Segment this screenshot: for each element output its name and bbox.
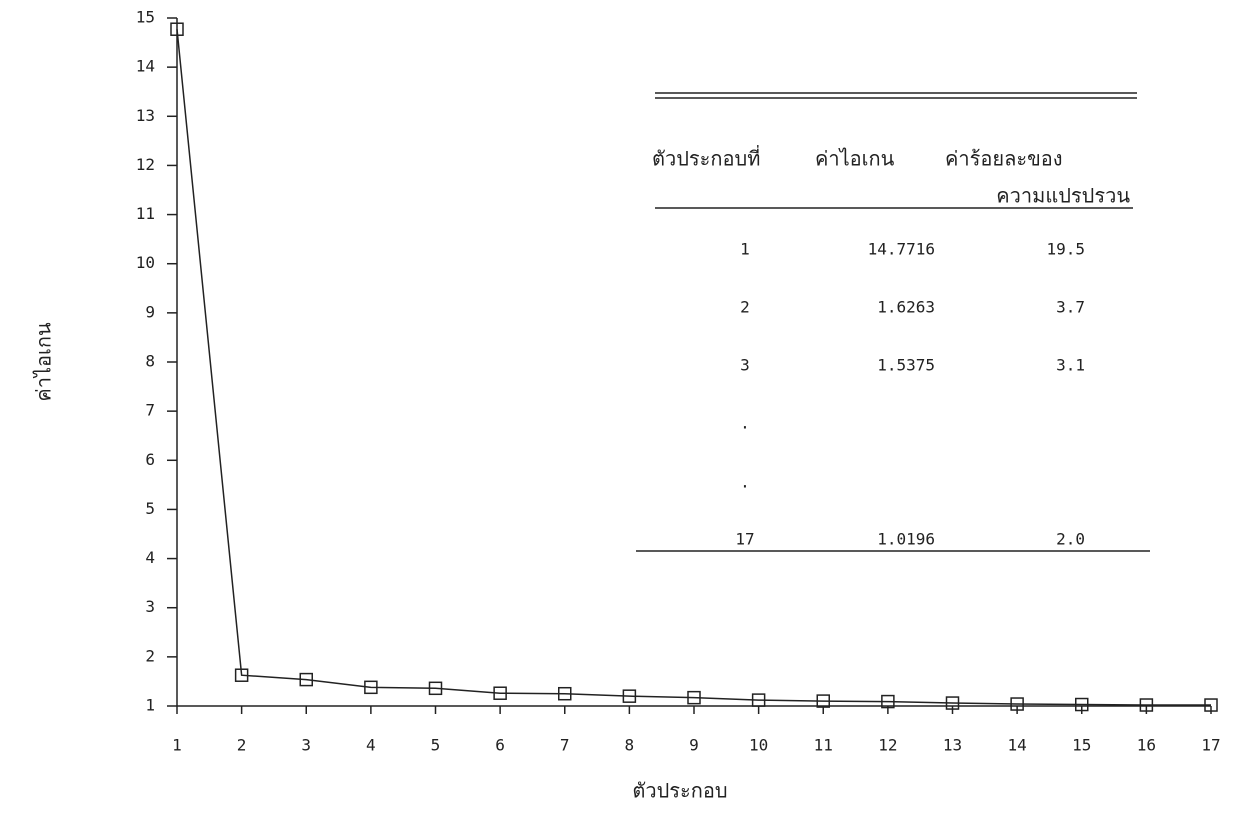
y-tick-label: 4	[145, 548, 155, 567]
table-cell: 3.1	[1056, 356, 1085, 375]
x-tick-label: 10	[749, 736, 768, 755]
x-tick-label: 6	[495, 736, 505, 755]
y-tick-label: 11	[136, 204, 155, 223]
x-tick-label: 12	[878, 736, 897, 755]
table-cell: 1	[740, 240, 750, 259]
table-cell: 17	[735, 530, 754, 549]
y-axis-label: ค่าไอเกน	[32, 322, 56, 402]
table-cell: .	[740, 473, 750, 492]
y-tick-label: 9	[145, 302, 155, 321]
page: {"chart_data": { "type": "line", "x_labe…	[0, 0, 1239, 819]
y-tick-label: 8	[145, 352, 155, 371]
x-tick-label: 14	[1007, 736, 1026, 755]
x-tick-label: 4	[366, 736, 376, 755]
table-cell: 3.7	[1056, 298, 1085, 317]
y-tick-label: 5	[145, 499, 155, 518]
x-tick-label: 7	[560, 736, 570, 755]
table-header: ค่าร้อยละของ	[945, 147, 1063, 171]
x-tick-label: 8	[625, 736, 635, 755]
table-cell: .	[740, 414, 750, 433]
y-tick-label: 3	[145, 597, 155, 616]
x-tick-label: 11	[814, 736, 833, 755]
table-cell: 14.7716	[868, 240, 935, 259]
table-cell: 3	[740, 356, 750, 375]
table-header: ตัวประกอบที่	[652, 145, 760, 171]
x-tick-label: 5	[431, 736, 441, 755]
table-cell: 1.5375	[877, 356, 935, 375]
x-tick-label: 16	[1137, 736, 1156, 755]
table-header: ค่าไอเกน	[815, 147, 895, 171]
x-tick-label: 9	[689, 736, 699, 755]
y-tick-label: 14	[136, 57, 155, 76]
x-tick-label: 15	[1072, 736, 1091, 755]
y-tick-label: 1	[145, 696, 155, 715]
y-tick-label: 10	[136, 253, 155, 272]
table-cell: 2	[740, 298, 750, 317]
y-tick-label: 6	[145, 450, 155, 469]
x-tick-label: 13	[943, 736, 962, 755]
y-tick-label: 13	[136, 106, 155, 125]
y-tick-label: 2	[145, 646, 155, 665]
y-tick-label: 12	[136, 155, 155, 174]
x-tick-label: 17	[1201, 736, 1220, 755]
x-tick-label: 2	[237, 736, 247, 755]
table-cell: 19.5	[1046, 240, 1085, 259]
table-cell: 1.6263	[877, 298, 935, 317]
chart: ตัวประกอบ ค่าไอเกน 123456789101112131415…	[0, 0, 1239, 819]
table-cell: 2.0	[1056, 530, 1085, 549]
x-tick-label: 3	[301, 736, 311, 755]
x-axis-label: ตัวประกอบ	[632, 779, 727, 803]
table-cell: 1.0196	[877, 530, 935, 549]
y-tick-label: 7	[145, 401, 155, 420]
y-tick-label: 15	[136, 8, 155, 27]
table-header: ความแปรปรวน	[996, 184, 1130, 208]
x-tick-label: 1	[172, 736, 182, 755]
